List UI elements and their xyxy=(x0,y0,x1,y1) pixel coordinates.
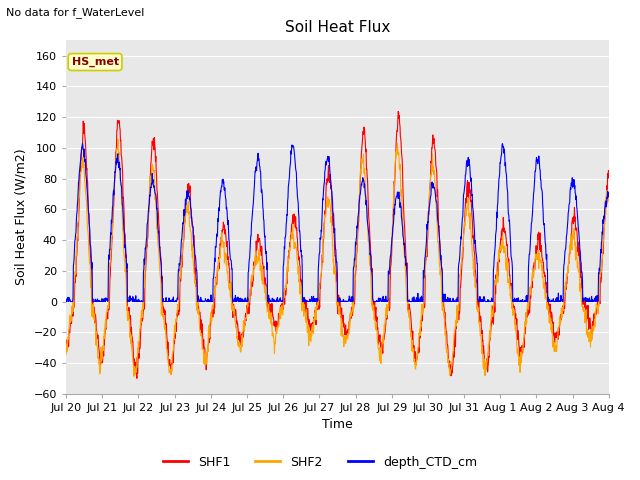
Line: SHF1: SHF1 xyxy=(66,111,609,378)
SHF2 xyxy=(220,244,227,250)
SHF1 xyxy=(219,227,227,233)
depth_CTD_cm xyxy=(79,141,86,146)
SHF2 xyxy=(161,322,168,327)
SHF1 xyxy=(394,108,402,114)
depth_CTD_cm xyxy=(220,180,227,186)
SHF1 xyxy=(62,337,70,343)
SHF1 xyxy=(605,168,612,174)
SHF2 xyxy=(269,330,276,336)
SHF1 xyxy=(268,312,276,317)
SHF1 xyxy=(133,375,141,381)
SHF2 xyxy=(534,252,541,257)
Text: No data for f_WaterLevel: No data for f_WaterLevel xyxy=(6,7,145,18)
Legend: SHF1, SHF2, depth_CTD_cm: SHF1, SHF2, depth_CTD_cm xyxy=(158,451,482,474)
depth_CTD_cm xyxy=(474,261,481,266)
Line: depth_CTD_cm: depth_CTD_cm xyxy=(66,144,609,301)
depth_CTD_cm xyxy=(269,297,276,303)
Text: HS_met: HS_met xyxy=(72,57,118,67)
SHF2 xyxy=(114,136,122,142)
SHF1 xyxy=(160,310,168,315)
SHF2 xyxy=(62,352,70,358)
SHF1 xyxy=(474,286,481,292)
SHF2 xyxy=(130,373,138,379)
depth_CTD_cm xyxy=(171,299,179,304)
depth_CTD_cm xyxy=(605,193,612,199)
SHF1 xyxy=(170,336,178,342)
X-axis label: Time: Time xyxy=(322,419,353,432)
SHF2 xyxy=(474,303,481,309)
Y-axis label: Soil Heat Flux (W/m2): Soil Heat Flux (W/m2) xyxy=(15,149,28,285)
Title: Soil Heat Flux: Soil Heat Flux xyxy=(285,20,390,35)
depth_CTD_cm xyxy=(161,299,168,304)
depth_CTD_cm xyxy=(63,299,70,304)
Line: SHF2: SHF2 xyxy=(66,139,609,376)
depth_CTD_cm xyxy=(62,296,70,302)
depth_CTD_cm xyxy=(534,161,541,167)
SHF2 xyxy=(171,323,179,328)
SHF2 xyxy=(605,197,612,203)
SHF1 xyxy=(534,246,541,252)
